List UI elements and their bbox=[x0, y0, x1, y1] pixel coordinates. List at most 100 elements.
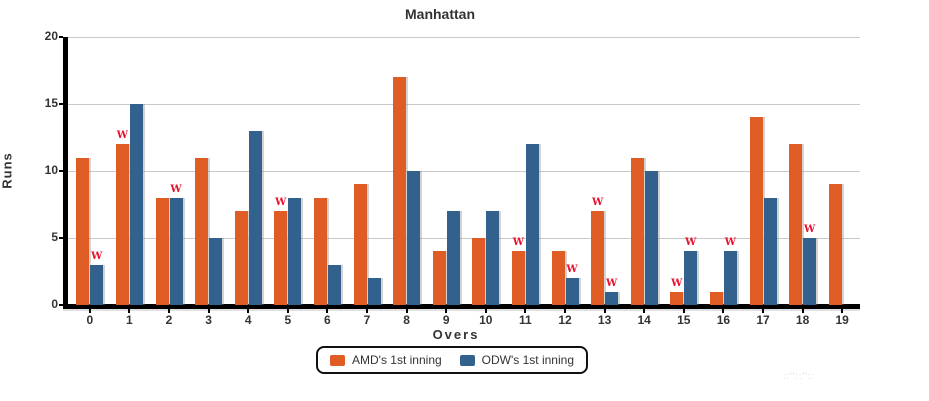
bar-amd-over-15[interactable] bbox=[670, 291, 684, 305]
x-tick-15 bbox=[682, 309, 685, 313]
y-tick-20 bbox=[59, 36, 63, 38]
x-tick-3 bbox=[207, 309, 210, 313]
y-tick-label-5: 5 bbox=[51, 230, 58, 244]
x-tick-label-11: 11 bbox=[519, 313, 532, 327]
gridline-10 bbox=[68, 170, 860, 172]
bar-odw-over-9[interactable] bbox=[446, 211, 460, 305]
y-tick-10 bbox=[59, 170, 63, 172]
gridline-15 bbox=[68, 103, 860, 105]
bar-odw-over-1[interactable] bbox=[129, 104, 143, 305]
bar-amd-over-0[interactable] bbox=[76, 157, 90, 305]
x-tick-label-4: 4 bbox=[244, 313, 252, 327]
bar-odw-over-12[interactable] bbox=[565, 278, 579, 305]
legend-item-odw[interactable]: ODW's 1st inning bbox=[459, 353, 574, 367]
bar-odw-over-17[interactable] bbox=[763, 197, 777, 305]
x-tick-label-3: 3 bbox=[205, 313, 212, 327]
bar-odw-over-6[interactable] bbox=[327, 264, 341, 305]
chart-title: Manhattan bbox=[405, 6, 475, 22]
x-tick-12 bbox=[564, 309, 566, 313]
x-tick-label-17: 17 bbox=[756, 313, 770, 327]
bar-amd-over-3[interactable] bbox=[195, 157, 209, 305]
bar-odw-over-15[interactable] bbox=[684, 251, 698, 305]
y-tick-label-0: 0 bbox=[51, 297, 58, 311]
y-tick-label-10: 10 bbox=[44, 163, 58, 177]
bar-odw-over-3[interactable] bbox=[209, 238, 223, 305]
bar-odw-over-7[interactable] bbox=[367, 278, 381, 305]
x-tick-label-7: 7 bbox=[363, 313, 371, 327]
bar-amd-over-7[interactable] bbox=[353, 184, 367, 305]
bar-amd-over-12[interactable] bbox=[551, 251, 565, 305]
x-tick-label-15: 15 bbox=[677, 313, 691, 327]
x-tick-13 bbox=[603, 309, 606, 313]
y-tick-0 bbox=[59, 304, 63, 306]
wicket-marker-odw-over-13: W bbox=[605, 277, 618, 289]
x-tick-label-5: 5 bbox=[284, 313, 292, 327]
legend-swatch-amd bbox=[330, 354, 345, 366]
wicket-marker-amd-over-15: W bbox=[671, 277, 683, 289]
wicket-marker-odw-over-18: W bbox=[803, 224, 816, 235]
x-tick-label-12: 12 bbox=[558, 313, 572, 327]
bar-amd-over-5[interactable] bbox=[274, 211, 288, 305]
x-tick-label-1: 1 bbox=[126, 313, 133, 327]
y-tick-label-20: 20 bbox=[44, 29, 58, 43]
bar-amd-over-2[interactable] bbox=[155, 197, 169, 305]
legend-item-amd[interactable]: AMD's 1st inning bbox=[330, 353, 442, 367]
bar-amd-over-9[interactable] bbox=[432, 251, 446, 305]
wicket-marker-odw-over-16: W bbox=[724, 237, 736, 249]
bar-amd-over-17[interactable] bbox=[749, 117, 763, 305]
bar-odw-over-14[interactable] bbox=[644, 171, 658, 305]
x-tick-label-6: 6 bbox=[324, 313, 331, 327]
bar-amd-over-10[interactable] bbox=[472, 238, 486, 305]
bar-amd-over-6[interactable] bbox=[313, 197, 327, 305]
bar-amd-over-8[interactable] bbox=[393, 77, 407, 305]
wicket-marker-amd-over-1: W bbox=[116, 130, 128, 142]
bar-odw-over-0[interactable] bbox=[90, 264, 104, 305]
x-tick-label-18: 18 bbox=[795, 313, 810, 327]
gridline-20 bbox=[68, 36, 860, 38]
x-tick-2 bbox=[168, 309, 170, 313]
x-tick-10 bbox=[484, 309, 487, 313]
x-tick-label-2: 2 bbox=[165, 313, 173, 327]
x-tick-label-9: 9 bbox=[442, 313, 450, 327]
bar-amd-over-19[interactable] bbox=[828, 184, 842, 305]
legend-swatch-odw bbox=[459, 354, 475, 366]
x-tick-16 bbox=[722, 309, 725, 313]
bar-odw-over-8[interactable] bbox=[407, 171, 421, 305]
watermark: ::''::'':: bbox=[783, 371, 815, 381]
x-tick-1 bbox=[128, 309, 131, 313]
x-tick-0 bbox=[88, 309, 91, 313]
wicket-marker-amd-over-11: W bbox=[512, 237, 524, 249]
x-tick-17 bbox=[762, 309, 764, 313]
wicket-marker-odw-over-12: W bbox=[566, 264, 578, 276]
y-axis-title: Runs bbox=[0, 152, 15, 189]
bar-odw-over-4[interactable] bbox=[248, 130, 262, 305]
bar-amd-over-1[interactable] bbox=[115, 144, 129, 305]
bar-odw-over-2[interactable] bbox=[169, 197, 183, 305]
x-tick-label-19: 19 bbox=[835, 313, 849, 327]
bar-odw-over-18[interactable] bbox=[803, 238, 817, 305]
x-tick-8 bbox=[405, 309, 408, 313]
wicket-marker-odw-over-2: W bbox=[170, 183, 182, 195]
x-tick-18 bbox=[801, 309, 804, 313]
x-tick-label-0: 0 bbox=[86, 313, 94, 327]
x-tick-14 bbox=[643, 309, 646, 313]
x-axis-title: Overs bbox=[432, 327, 480, 342]
legend-label-amd: AMD's 1st inning bbox=[352, 353, 442, 367]
bar-amd-over-4[interactable] bbox=[234, 211, 248, 305]
x-tick-6 bbox=[326, 309, 329, 313]
bar-amd-over-11[interactable] bbox=[511, 251, 525, 305]
bar-odw-over-11[interactable] bbox=[525, 144, 539, 305]
bar-amd-over-14[interactable] bbox=[630, 157, 644, 305]
bar-odw-over-16[interactable] bbox=[723, 251, 737, 305]
bar-amd-over-13[interactable] bbox=[591, 211, 605, 305]
bar-odw-over-13[interactable] bbox=[605, 291, 619, 305]
y-axis-line bbox=[63, 37, 68, 309]
y-tick-label-15: 15 bbox=[44, 96, 58, 110]
x-tick-7 bbox=[366, 309, 368, 313]
bar-odw-over-10[interactable] bbox=[486, 211, 500, 305]
bar-amd-over-16[interactable] bbox=[709, 291, 723, 305]
bar-odw-over-5[interactable] bbox=[288, 197, 302, 305]
bar-amd-over-18[interactable] bbox=[789, 144, 803, 305]
x-tick-label-10: 10 bbox=[479, 313, 493, 327]
